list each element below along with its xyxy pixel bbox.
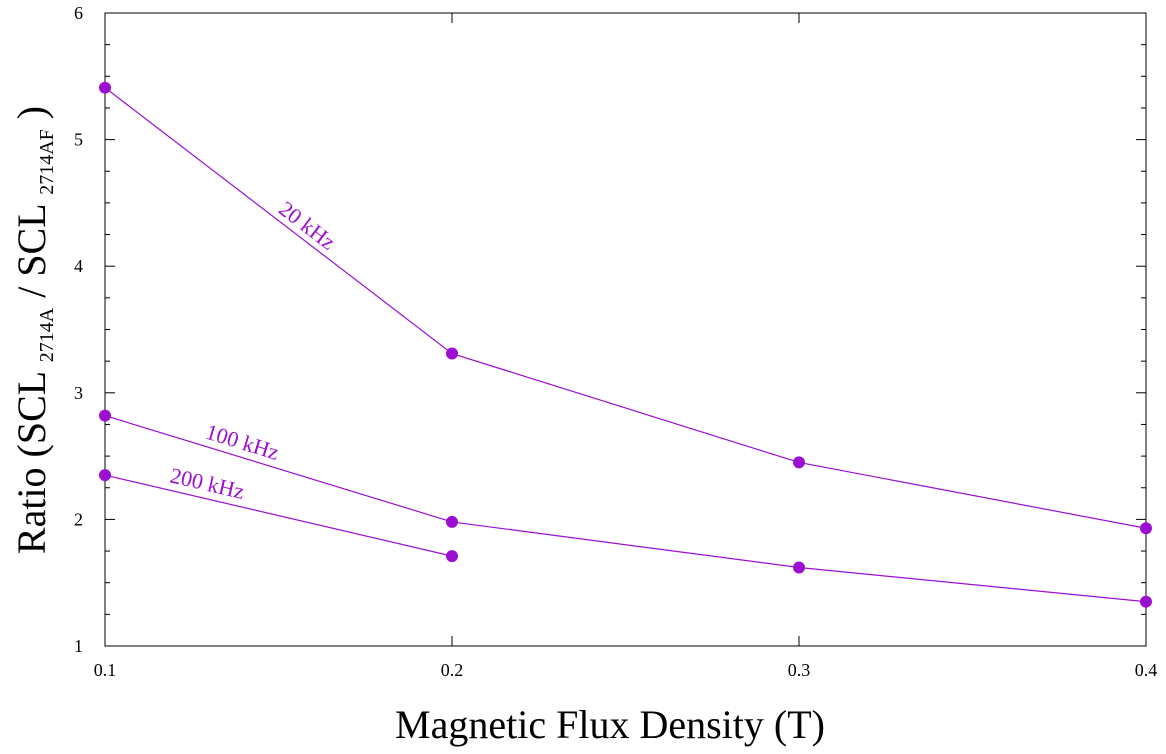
data-point	[793, 456, 805, 469]
series-line	[104, 415, 1147, 603]
x-tick-label: 0.3	[788, 660, 811, 680]
y-axis-title-sub2: 2714AF	[36, 129, 58, 195]
series-line	[104, 87, 1147, 529]
y-axis-title-middle: / SCL	[9, 205, 54, 298]
data-point	[99, 81, 111, 94]
data-point	[446, 347, 458, 360]
data-point	[1140, 522, 1152, 535]
data-point	[446, 515, 458, 528]
data-point	[1140, 595, 1152, 608]
y-tick-label: 6	[74, 3, 83, 23]
y-tick-label: 2	[74, 509, 83, 529]
y-axis-title: Ratio (SCL 2714A / SCL 2714AF )	[9, 106, 62, 554]
series-layer	[99, 81, 1152, 608]
y-tick-label: 5	[74, 130, 83, 150]
x-tick-label: 0.2	[441, 660, 464, 680]
data-point	[99, 409, 111, 422]
y-tick-label: 3	[74, 383, 83, 403]
y-axis-title-sub1: 2714A	[36, 307, 58, 362]
y-tick-label: 1	[74, 636, 83, 656]
data-point	[99, 469, 111, 482]
y-axis-title-prefix: Ratio (SCL	[9, 372, 54, 554]
axes-frame	[104, 12, 1147, 647]
series-label: 200 kHz	[168, 463, 247, 504]
y-tick-label: 4	[74, 256, 83, 276]
x-tick-label: 0.4	[1135, 660, 1158, 680]
y-axis-title-suffix: )	[9, 106, 54, 119]
ticks: 1 2 3 4 5 6 0.1 0.2 0.3 0.4	[74, 3, 1157, 680]
plot-frame	[104, 12, 1147, 647]
x-axis-title: Magnetic Flux Density (T)	[395, 702, 825, 747]
x-tick-label: 0.1	[94, 660, 117, 680]
data-point	[793, 561, 805, 574]
series-line	[104, 474, 453, 557]
data-point	[446, 550, 458, 563]
